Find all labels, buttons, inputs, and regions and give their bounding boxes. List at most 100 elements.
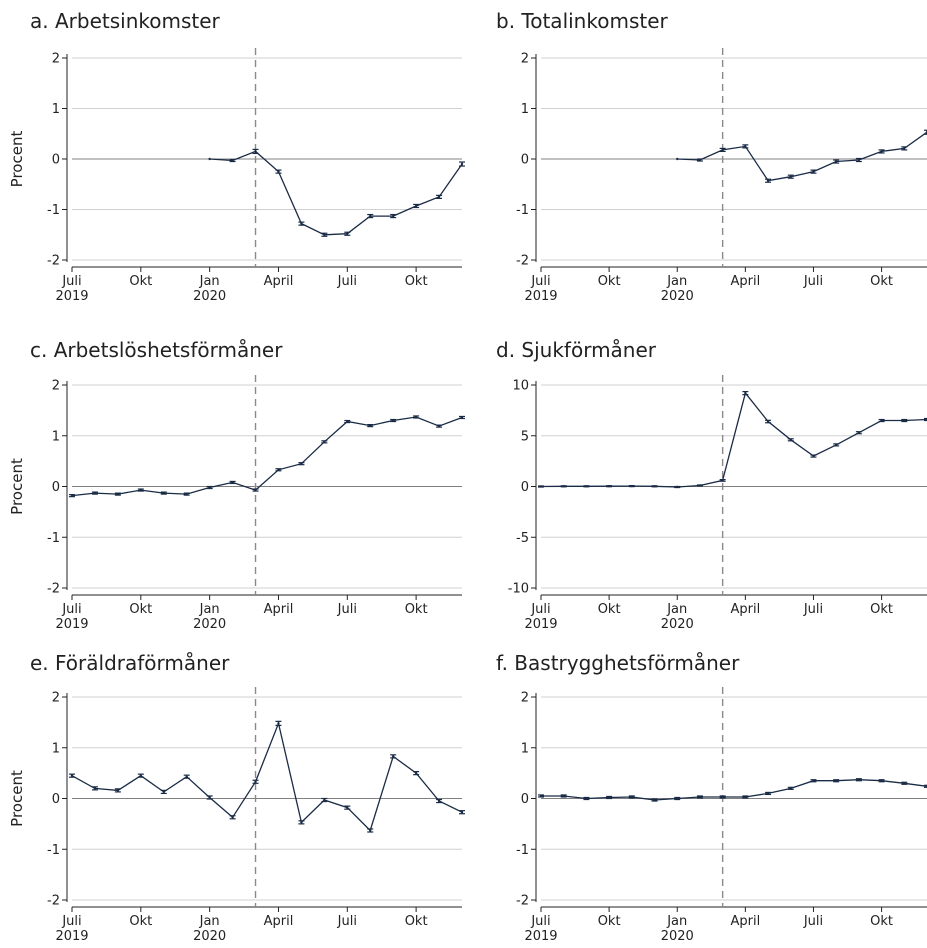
data-point xyxy=(208,796,211,799)
data-point xyxy=(766,420,770,423)
data-point xyxy=(323,233,326,236)
y-tick-label: 2 xyxy=(52,52,60,67)
y-tick-label: 1 xyxy=(52,741,60,756)
x-tick-label: 2019 xyxy=(524,929,557,944)
data-point xyxy=(460,162,464,166)
x-tick-label: Okt xyxy=(129,602,152,617)
x-tick-label: Okt xyxy=(870,914,893,929)
data-point xyxy=(460,416,464,419)
y-tick-label: 0 xyxy=(52,480,60,495)
data-point xyxy=(162,491,165,495)
data-point xyxy=(437,799,441,803)
data-point xyxy=(300,462,303,465)
data-point xyxy=(744,145,747,148)
data-point xyxy=(539,794,543,798)
data-point xyxy=(562,485,565,488)
data-point xyxy=(721,479,724,482)
data-point xyxy=(323,798,326,802)
data-point xyxy=(437,195,441,199)
x-tick-label: Juli xyxy=(530,274,550,289)
data-point xyxy=(231,159,234,162)
x-tick-label: April xyxy=(730,274,760,289)
x-tick-label: Juli xyxy=(803,914,823,929)
data-point xyxy=(812,170,815,173)
x-tick-label: April xyxy=(264,602,294,617)
panel-f: f. Bastrygghetsförmåner210-1-2Juli2019Ok… xyxy=(496,651,927,944)
panel-title: b. Totalinkomster xyxy=(496,9,669,33)
y-tick-label: 2 xyxy=(521,691,529,706)
x-tick-label: Jan xyxy=(199,914,220,929)
data-point xyxy=(834,160,838,163)
data-point xyxy=(208,486,211,489)
data-point xyxy=(414,204,418,208)
x-tick-label: Okt xyxy=(129,914,152,929)
y-tick-label: 0 xyxy=(521,153,529,168)
x-tick-label: 2019 xyxy=(524,289,557,304)
x-tick-label: 2020 xyxy=(193,617,226,632)
data-point xyxy=(562,794,565,798)
data-point xyxy=(903,419,906,422)
y-tick-label: 2 xyxy=(521,52,529,67)
x-tick-label: Juli xyxy=(530,602,550,617)
data-point xyxy=(391,755,395,758)
y-tick-label: 10 xyxy=(512,379,529,394)
data-point xyxy=(903,147,906,150)
y-tick-label: -2 xyxy=(47,582,60,597)
data-point xyxy=(277,722,280,725)
x-tick-label: Jan xyxy=(666,602,687,617)
data-point xyxy=(857,431,861,434)
data-point xyxy=(585,485,588,488)
x-tick-label: 2019 xyxy=(55,289,88,304)
y-tick-label: 2 xyxy=(52,691,60,706)
data-point xyxy=(766,792,770,795)
data-point xyxy=(857,158,861,162)
x-tick-label: Jan xyxy=(666,274,687,289)
y-tick-label: -1 xyxy=(516,203,529,218)
data-point xyxy=(460,811,464,814)
data-point xyxy=(139,488,143,492)
x-tick-label: Jan xyxy=(199,274,220,289)
data-point xyxy=(93,491,97,495)
data-point xyxy=(277,170,280,173)
y-tick-label: -1 xyxy=(516,843,529,858)
y-tick-label: -10 xyxy=(508,582,529,597)
data-point xyxy=(698,484,702,487)
data-point xyxy=(857,778,861,781)
y-tick-label: -5 xyxy=(516,531,529,546)
y-tick-label: -2 xyxy=(516,894,529,909)
y-axis-label: Procent xyxy=(8,770,26,827)
x-tick-label: Okt xyxy=(405,602,428,617)
data-point xyxy=(880,419,883,422)
data-point xyxy=(744,391,747,395)
data-point xyxy=(208,157,211,161)
panel-title: a. Arbetsinkomster xyxy=(30,9,221,33)
y-tick-label: 2 xyxy=(52,379,60,394)
data-point xyxy=(254,150,257,153)
data-point xyxy=(346,420,349,423)
panel-title: c. Arbetslöshetsförmåner xyxy=(30,338,283,362)
data-point xyxy=(346,806,349,809)
series-line xyxy=(71,721,463,832)
y-tick-label: 5 xyxy=(521,429,529,444)
data-point xyxy=(185,775,188,778)
y-tick-label: -1 xyxy=(47,843,60,858)
data-point xyxy=(880,779,883,782)
x-tick-label: Okt xyxy=(870,602,893,617)
data-point xyxy=(585,797,588,800)
data-point xyxy=(254,780,257,783)
data-point xyxy=(539,485,543,488)
x-tick-label: 2020 xyxy=(193,289,226,304)
data-point xyxy=(607,796,611,799)
data-point xyxy=(744,795,747,799)
x-tick-label: Jan xyxy=(666,914,687,929)
x-tick-label: 2020 xyxy=(661,289,694,304)
data-point xyxy=(300,222,303,225)
y-tick-label: -2 xyxy=(516,254,529,269)
data-point xyxy=(789,438,792,442)
series-line xyxy=(540,391,927,488)
x-tick-label: Okt xyxy=(598,602,621,617)
data-point xyxy=(323,440,326,444)
